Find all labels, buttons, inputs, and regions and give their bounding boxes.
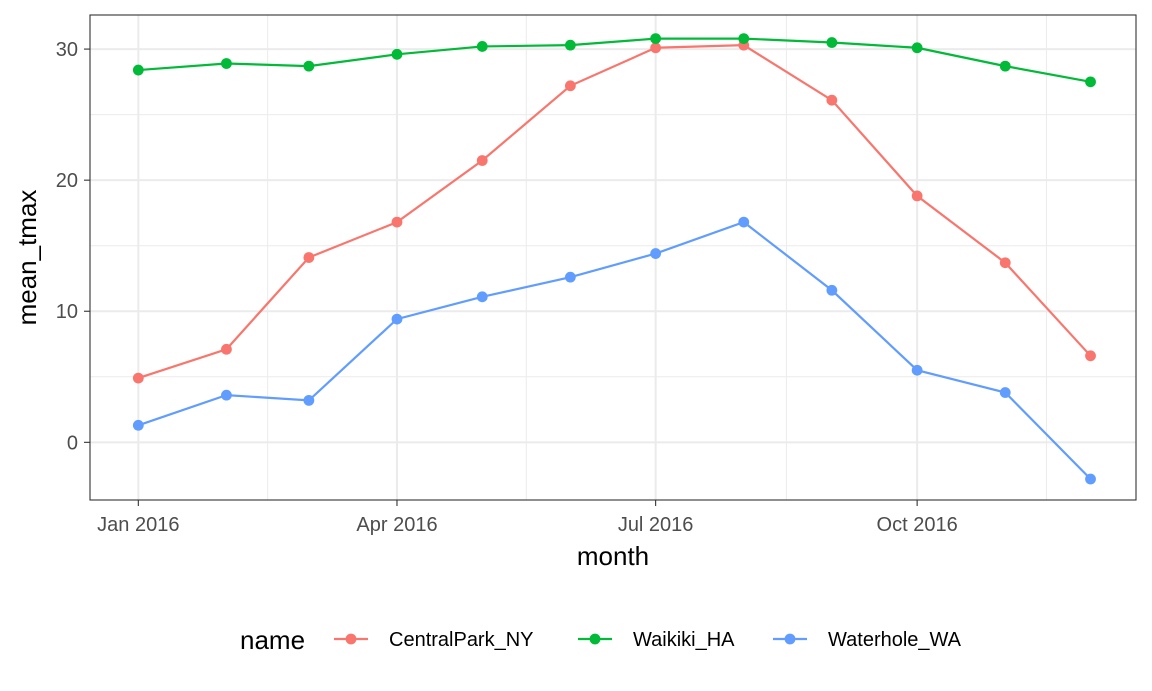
x-tick-label: Oct 2016: [877, 514, 958, 536]
data-point: [826, 94, 838, 106]
data-point: [826, 37, 838, 48]
legend-title: name: [240, 625, 305, 655]
series-line: [138, 37, 1091, 83]
series-line: [137, 220, 1092, 480]
data-point: [650, 248, 662, 259]
plot-panel: [90, 15, 1136, 500]
data-point: [999, 257, 1011, 269]
legend-item-Waikiki_HA: Waikiki_HA: [578, 629, 735, 651]
data-point: [650, 42, 662, 54]
data-point: [738, 33, 750, 44]
x-tick-label: Jul 2016: [618, 514, 694, 536]
data-point: [221, 343, 232, 355]
data-point: [221, 389, 232, 401]
legend-item-CentralPark_NY: CentralPark_NY: [334, 629, 534, 651]
data-point: [999, 387, 1011, 398]
y-tick-label: 20: [56, 170, 78, 192]
y-tick-label: 0: [67, 432, 78, 454]
data-point: [738, 216, 750, 228]
data-point: [564, 80, 576, 92]
data-point: [132, 64, 144, 76]
data-point: [391, 216, 403, 228]
data-point: [132, 372, 144, 384]
legend-key-point: [589, 633, 601, 645]
data-point: [476, 291, 488, 303]
data-point: [303, 60, 315, 72]
data-point: [476, 155, 488, 166]
y-axis-title: mean_tmax: [12, 190, 42, 326]
series-Waterhole_WA: [132, 216, 1096, 485]
axes: 0 10 20 30 Jan 2016 Apr 2016 Jul 2016 Oct 2016: [56, 39, 958, 536]
legend-key-point: [345, 633, 357, 645]
data-point: [221, 58, 232, 69]
series-CentralPark_NY: [132, 39, 1096, 384]
data-point: [650, 33, 662, 44]
data-point: [564, 271, 576, 283]
data-point: [564, 39, 576, 51]
data-point: [911, 190, 923, 202]
legend: name CentralPark_NY Waikiki_HA Waterhole_W…: [240, 625, 962, 655]
data-point: [1085, 350, 1096, 362]
data-point: [911, 42, 923, 54]
legend-label: Waterhole_WA: [828, 629, 962, 651]
data-point: [1085, 76, 1096, 88]
data-point: [476, 41, 488, 52]
data-point: [999, 60, 1011, 72]
y-tick-label: 10: [56, 301, 78, 323]
data-point: [132, 419, 144, 431]
series-Waikiki_HA: [132, 33, 1096, 88]
data-point: [303, 394, 315, 406]
panel-border: [89, 14, 1137, 501]
data-point: [391, 48, 403, 60]
y-tick-label: 30: [56, 39, 78, 61]
data-point: [1085, 473, 1096, 485]
data-point: [391, 313, 403, 325]
data-point: [303, 252, 315, 263]
data-point: [826, 284, 838, 296]
legend-label: Waikiki_HA: [633, 629, 735, 651]
legend-key-point: [784, 633, 796, 645]
data-point: [911, 364, 923, 376]
series-line: [137, 44, 1092, 380]
x-tick-label: Apr 2016: [356, 514, 437, 536]
legend-item-Waterhole_WA: Waterhole_WA: [773, 629, 962, 651]
x-tick-label: Jan 2016: [97, 514, 179, 536]
legend-label: CentralPark_NY: [389, 629, 534, 651]
grid-lines: [90, 15, 1136, 500]
x-axis-title: month: [577, 541, 649, 571]
series-layer: [132, 33, 1096, 485]
